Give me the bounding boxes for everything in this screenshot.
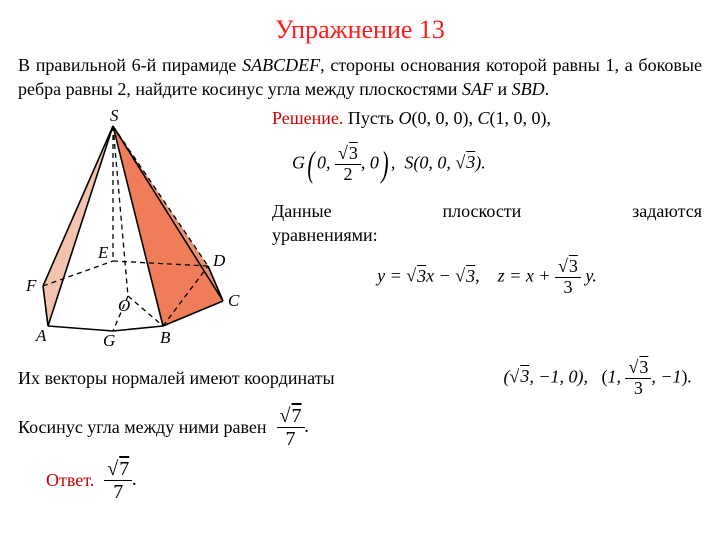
cosine-text: Косинус угла между ними равен <box>18 415 267 439</box>
label-a: A <box>35 326 47 345</box>
plane-equations: y = √3x − √3, z = x + √33 y. <box>272 257 702 298</box>
planes-intro-2: уравнениями: <box>272 223 702 247</box>
exercise-title: Упражнение 13 <box>18 12 702 47</box>
solution-label: Решение. <box>272 108 343 128</box>
answer-label: Ответ. <box>46 468 94 492</box>
problem-statement: В правильной 6-й пирамиде SABCDEF, сторо… <box>18 53 702 102</box>
label-c: C <box>228 291 240 310</box>
answer-value: √77. <box>104 458 137 503</box>
solution-line-1: Решение. Пусть O(0, 0, 0), C(1, 0, 0), <box>272 106 702 130</box>
solution-line-2: G(0, √32, 0), S(0, 0, √3). <box>292 140 702 189</box>
normals-values: (√3, −1, 0), (1, √33, −1). <box>343 358 702 399</box>
label-d: D <box>212 251 226 270</box>
label-f: F <box>25 276 37 295</box>
label-o: O <box>118 296 130 315</box>
label-g: G <box>103 331 115 346</box>
label-s: S <box>110 106 119 125</box>
planes-intro: Данные плоскости задаются <box>272 199 702 223</box>
pyramid-figure: S A G B C D E F O <box>18 106 258 352</box>
normals-text: Их векторы нормалей имеют координаты <box>18 366 335 390</box>
label-e: E <box>97 243 109 262</box>
cosine-value: √77. <box>277 405 310 450</box>
label-b: B <box>160 328 171 346</box>
